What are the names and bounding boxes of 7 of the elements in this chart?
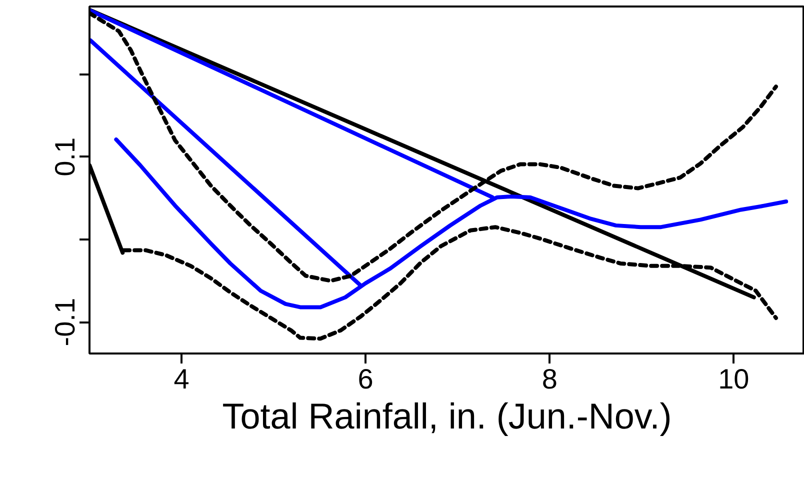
x-tick-label: 6 — [358, 364, 374, 394]
x-axis-title: Total Rainfall, in. (Jun.-Nov.) — [222, 396, 672, 436]
y-tick-label: 0.1 — [50, 137, 80, 176]
y-tick-label: -0.1 — [50, 298, 80, 346]
x-tick-label: 8 — [542, 364, 558, 394]
x-tick-label: 4 — [174, 364, 190, 394]
x-tick-label: 10 — [718, 364, 750, 394]
